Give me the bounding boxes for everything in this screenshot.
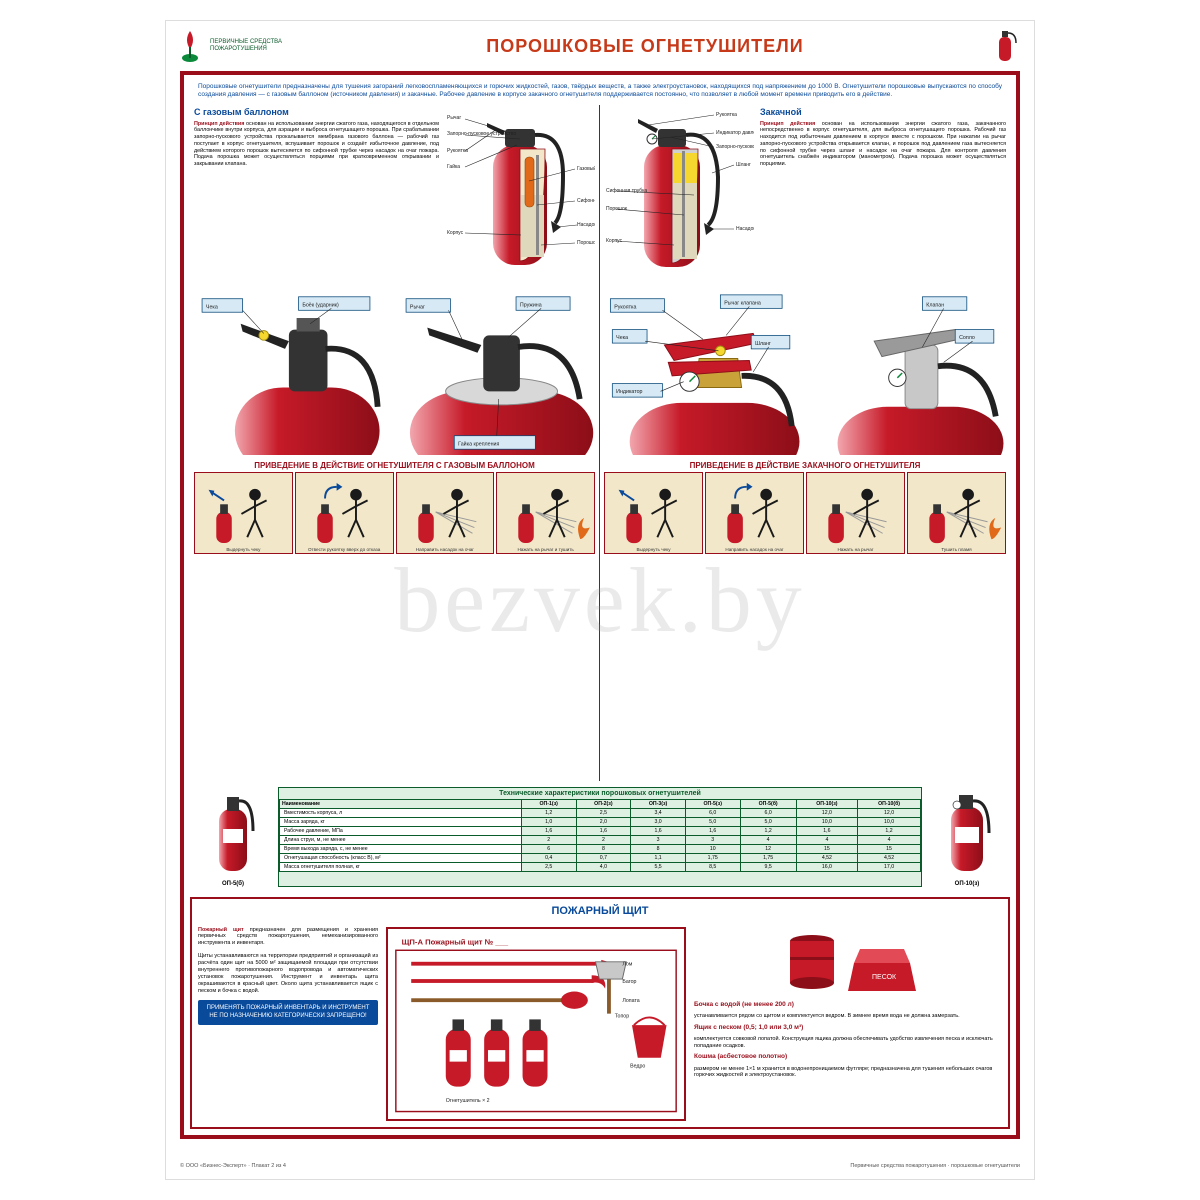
- svg-text:Насадок: Насадок: [577, 222, 595, 228]
- svg-text:Багор: Багор: [622, 979, 636, 985]
- closeup-row-left: Чека Боёк (ударник) Рычаг: [194, 285, 595, 455]
- svg-text:Топор: Топор: [615, 1013, 630, 1019]
- svg-text:Гайка: Гайка: [447, 163, 460, 170]
- svg-text:Газовый баллон: Газовый баллон: [577, 165, 595, 172]
- svg-text:Лом: Лом: [622, 961, 632, 967]
- svg-text:Рукоятка: Рукоятка: [614, 305, 636, 311]
- fire-shield-diagram: ЩП-А Пожарный щит № ___: [386, 927, 686, 1121]
- svg-text:Чека: Чека: [206, 305, 218, 311]
- svg-text:Запорно-пусковое устройство: Запорно-пусковое устройство: [447, 130, 516, 137]
- svg-text:Корпус: Корпус: [606, 238, 623, 244]
- corner-extinguisher-icon: [990, 27, 1020, 65]
- instruction-panel: Направить насадок на очаг: [396, 472, 495, 554]
- svg-text:Порошок: Порошок: [577, 240, 595, 246]
- svg-text:ПЕСОК: ПЕСОК: [872, 974, 897, 981]
- svg-text:Шланг: Шланг: [736, 162, 751, 168]
- mini-extinguisher-right: ОП-10(з): [928, 787, 1006, 887]
- fire-shield-section: ПОЖАРНЫЙ ЩИТ Пожарный щит предназначен д…: [190, 897, 1010, 1129]
- closeup-row-right: Рукоятка Рычаг клапана Чека Индикатор Шл…: [604, 285, 1006, 455]
- svg-text:Огнетушитель × 2: Огнетушитель × 2: [446, 1098, 490, 1104]
- extinguisher-cutaway-stored: Рукоятка Индикатор давления Запорно-пуск…: [604, 105, 754, 285]
- svg-text:Сопло: Сопло: [959, 335, 975, 341]
- shield-left-text: Пожарный щит предназначен для размещения…: [198, 927, 378, 1121]
- poster-header: ПЕРВИЧНЫЕ СРЕДСТВА ПОЖАРОТУШЕНИЯ ПОРОШКО…: [166, 21, 1034, 71]
- intro-text: Порошковые огнетушители предназначены дл…: [190, 81, 1010, 105]
- closeup-stored-1: Рукоятка Рычаг клапана Чека Индикатор Шл…: [604, 291, 802, 455]
- svg-text:Запорно-пусковое устройство: Запорно-пусковое устройство: [716, 143, 754, 150]
- instruction-panel: Направить насадок на очаг: [705, 472, 804, 554]
- svg-text:Шланг: Шланг: [755, 341, 771, 347]
- barrel-and-box-icon: ПЕСОК: [778, 927, 918, 997]
- svg-text:Боёк (ударник): Боёк (ударник): [302, 303, 339, 309]
- column-gas-cartridge: С газовым баллоном Принцип действия осно…: [190, 105, 600, 780]
- svg-text:Ведро: Ведро: [630, 1063, 645, 1069]
- svg-text:Рычаг: Рычаг: [409, 305, 424, 311]
- svg-text:Сифонная трубка: Сифонная трубка: [577, 198, 595, 204]
- shield-right-text: ПЕСОК Бочка с водой (не менее 200 л) уст…: [694, 927, 1002, 1121]
- series-logo-icon: [180, 29, 200, 63]
- svg-text:Лопата: Лопата: [622, 998, 639, 1004]
- svg-text:Чека: Чека: [616, 335, 628, 341]
- svg-text:Корпус: Корпус: [447, 230, 464, 236]
- instruction-panel: Выдернуть чеку: [194, 472, 293, 554]
- instruction-panel: Отвести рукоятку вверх до отказа: [295, 472, 394, 554]
- series-subtitle: ПЕРВИЧНЫЕ СРЕДСТВА ПОЖАРОТУШЕНИЯ: [210, 39, 300, 52]
- instruction-strip-right: Выдернуть чеку Направить насадок на очаг…: [604, 472, 1006, 554]
- svg-text:Рукоятка: Рукоятка: [447, 148, 468, 154]
- closeup-gas-1: Чека Боёк (ударник): [194, 291, 392, 455]
- instruction-strip-left: Выдернуть чеку Отвести рукоятку вверх до…: [194, 472, 595, 554]
- instruction-panel: Нажать на рычаг: [806, 472, 905, 554]
- right-description: Закачной Принцип действия основан на исп…: [760, 105, 1006, 285]
- spec-table: Технические характеристики порошковых ог…: [278, 787, 922, 887]
- instruction-panel: Выдернуть чеку: [604, 472, 703, 554]
- svg-text:Клапан: Клапан: [926, 303, 944, 309]
- svg-text:Рукоятка: Рукоятка: [716, 112, 737, 118]
- mini-extinguisher-left: ОП-5(б): [194, 787, 272, 887]
- svg-text:Индикатор давления: Индикатор давления: [716, 130, 754, 136]
- remember-badge: ПРИМЕНЯТЬ ПОЖАРНЫЙ ИНВЕНТАРЬ И ИНСТРУМЕН…: [198, 1000, 378, 1025]
- spec-table-band: ОП-5(б) Технические характеристики порош…: [190, 781, 1010, 889]
- main-frame: Порошковые огнетушители предназначены дл…: [180, 71, 1020, 1139]
- strip-title-left: ПРИВЕДЕНИЕ В ДЕЙСТВИЕ ОГНЕТУШИТЕЛЯ С ГАЗ…: [194, 455, 595, 472]
- svg-text:Рычаг: Рычаг: [447, 115, 461, 121]
- svg-text:ЩП-А Пожарный щит № ___: ЩП-А Пожарный щит № ___: [402, 937, 509, 946]
- instruction-panel: Нажать на рычаг и тушить: [496, 472, 595, 554]
- svg-text:Рычаг клапана: Рычаг клапана: [724, 301, 761, 307]
- svg-text:Пружина: Пружина: [519, 303, 541, 309]
- svg-text:Гайка крепления: Гайка крепления: [458, 441, 499, 448]
- safety-poster: ПЕРВИЧНЫЕ СРЕДСТВА ПОЖАРОТУШЕНИЯ ПОРОШКО…: [165, 20, 1035, 1180]
- instruction-panel: Тушить пламя: [907, 472, 1006, 554]
- closeup-gas-2: Рычаг Пружина Гайка крепления: [398, 291, 596, 455]
- column-stored-pressure: Рукоятка Индикатор давления Запорно-пуск…: [600, 105, 1010, 780]
- closeup-stored-2: Клапан Сопло: [808, 291, 1006, 455]
- footer-right: Первичные средства пожаротушения · порош…: [850, 1163, 1020, 1169]
- left-description: С газовым баллоном Принцип действия осно…: [194, 105, 439, 285]
- footer: © ООО «Бизнес-Эксперт» · Плакат 2 из 4 П…: [180, 1163, 1020, 1169]
- svg-text:Насадок: Насадок: [736, 226, 754, 232]
- strip-title-right: ПРИВЕДЕНИЕ В ДЕЙСТВИЕ ЗАКАЧНОГО ОГНЕТУШИ…: [604, 455, 1006, 472]
- footer-left: © ООО «Бизнес-Эксперт» · Плакат 2 из 4: [180, 1163, 286, 1169]
- svg-text:Сифонная трубка: Сифонная трубка: [606, 188, 647, 194]
- svg-text:Порошок: Порошок: [606, 206, 628, 212]
- svg-text:Индикатор: Индикатор: [616, 390, 642, 396]
- extinguisher-cutaway-gas: Рычаг Запорно-пусковое устройство Рукоят…: [445, 105, 595, 285]
- poster-title: ПОРОШКОВЫЕ ОГНЕТУШИТЕЛИ: [310, 36, 980, 57]
